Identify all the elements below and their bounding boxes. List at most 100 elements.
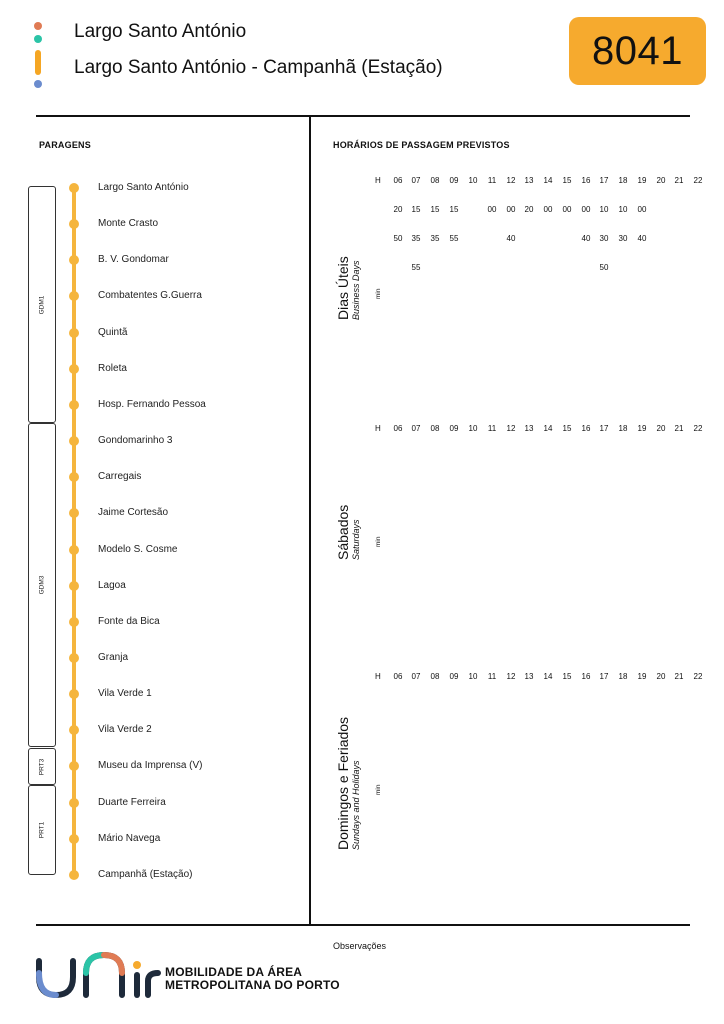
hour-header: 20 (656, 424, 666, 433)
stop-name: Museu da Imprensa (V) (98, 760, 203, 772)
hour-header: 22 (693, 424, 703, 433)
route-line (72, 188, 76, 876)
hour-header: 08 (430, 672, 440, 681)
brand-text: MOBILIDADE DA ÁREA METROPOLITANA DO PORT… (165, 966, 340, 992)
stop-name: Hosp. Fernando Pessoa (98, 398, 206, 410)
hour-header: 10 (468, 176, 478, 185)
stop-name: Vila Verde 1 (98, 688, 152, 700)
departure-minute: 30 (599, 234, 609, 243)
stop-marker (69, 183, 79, 193)
hour-header: 08 (430, 424, 440, 433)
schedule-heading: HORÁRIOS DE PASSAGEM PREVISTOS (333, 140, 510, 150)
departure-minute: 20 (393, 205, 403, 214)
stop-marker (69, 616, 79, 627)
stop-marker (69, 255, 79, 266)
stop-name: Duarte Ferreira (98, 796, 166, 808)
blue-dot-icon (34, 80, 42, 88)
column-divider (309, 116, 311, 924)
departure-minute: 15 (411, 205, 421, 214)
departure-minute: 40 (506, 234, 516, 243)
route-bar-icon (35, 50, 41, 75)
hour-header: 22 (693, 672, 703, 681)
stop-marker (69, 725, 79, 736)
day-type-name: Dias Úteis (335, 256, 351, 320)
stop-name: Campanhã (Estação) (98, 868, 193, 880)
stop-name: Gondomarinho 3 (98, 435, 173, 447)
hour-header: 07 (411, 176, 421, 185)
unir-logo (36, 951, 161, 999)
departure-minute: 00 (506, 205, 516, 214)
stop-name: Vila Verde 2 (98, 724, 152, 736)
zone-label: GDM1 (38, 295, 46, 314)
hour-header: 12 (506, 424, 516, 433)
stop-name: Granja (98, 651, 129, 663)
stop-marker (69, 869, 79, 880)
stop-marker (69, 761, 79, 772)
zone-label: PRT3 (38, 758, 46, 775)
minute-row-label: min (375, 288, 382, 299)
day-type-label: Dias Úteis Business Days (335, 256, 362, 320)
line-name: Largo Santo António (74, 21, 247, 42)
zone-prt1: PRT1 (28, 785, 56, 875)
departure-minute: 10 (618, 205, 628, 214)
zone-prt3: PRT3 (28, 748, 56, 785)
minute-row-label: min (375, 536, 382, 547)
hour-header: 16 (581, 672, 591, 681)
stop-name: B. V. Gondomar (98, 254, 169, 266)
departure-minute: 35 (430, 234, 440, 243)
stops-heading: PARAGENS (39, 140, 91, 150)
stop-marker (69, 327, 79, 338)
stop-name: Mário Navega (98, 832, 161, 844)
departure-minute: 35 (411, 234, 421, 243)
brand-line-2: METROPOLITANA DO PORTO (165, 978, 340, 992)
hour-header: 18 (618, 672, 628, 681)
teal-dot-icon (34, 35, 42, 43)
hour-header: 21 (674, 672, 684, 681)
hour-header: 16 (581, 176, 591, 185)
departure-minute: 30 (618, 234, 628, 243)
stop-marker (69, 436, 79, 447)
stop-marker (69, 797, 79, 808)
hour-header: 17 (599, 424, 609, 433)
hour-header: 07 (411, 424, 421, 433)
hour-header: 14 (543, 176, 553, 185)
observations-label: Observações (333, 941, 387, 951)
hour-header: 13 (524, 424, 534, 433)
hour-header: 14 (543, 424, 553, 433)
hour-header: 20 (656, 176, 666, 185)
hour-header: 11 (487, 672, 497, 681)
hour-header: 15 (562, 672, 572, 681)
line-color-legend (33, 22, 45, 90)
day-type-name: Domingos e Feriados (335, 716, 351, 850)
stop-marker (69, 219, 79, 230)
day-type-label: Domingos e Feriados Sundays and Holidays (335, 716, 362, 850)
departure-minute: 00 (487, 205, 497, 214)
departure-minute: 55 (449, 234, 459, 243)
line-number-badge: 8041 (569, 17, 706, 85)
stop-marker (69, 508, 79, 519)
stop-name: Monte Crasto (98, 218, 159, 230)
hour-header: 19 (637, 672, 647, 681)
departure-minute: 00 (637, 205, 647, 214)
stop-marker (69, 833, 79, 844)
hour-header: 19 (637, 424, 647, 433)
hour-header: 18 (618, 424, 628, 433)
hour-header: 09 (449, 672, 459, 681)
route-title: Largo Santo António - Campanhã (Estação) (74, 57, 443, 78)
hour-header: 10 (468, 424, 478, 433)
hour-header: 13 (524, 672, 534, 681)
departure-minute: 00 (581, 205, 591, 214)
hour-header: 12 (506, 672, 516, 681)
zone-label: GDM3 (38, 575, 46, 595)
top-divider (36, 115, 690, 117)
departure-minute: 10 (599, 205, 609, 214)
stop-marker (69, 580, 79, 591)
hour-header: 19 (637, 176, 647, 185)
hour-header: 22 (693, 176, 703, 185)
hour-header: 08 (430, 176, 440, 185)
hour-header: 16 (581, 424, 591, 433)
hour-header: 06 (393, 672, 403, 681)
hour-row-label: H (375, 424, 381, 433)
day-type-name: Sábados (335, 504, 351, 560)
stop-name: Carregais (98, 471, 142, 483)
